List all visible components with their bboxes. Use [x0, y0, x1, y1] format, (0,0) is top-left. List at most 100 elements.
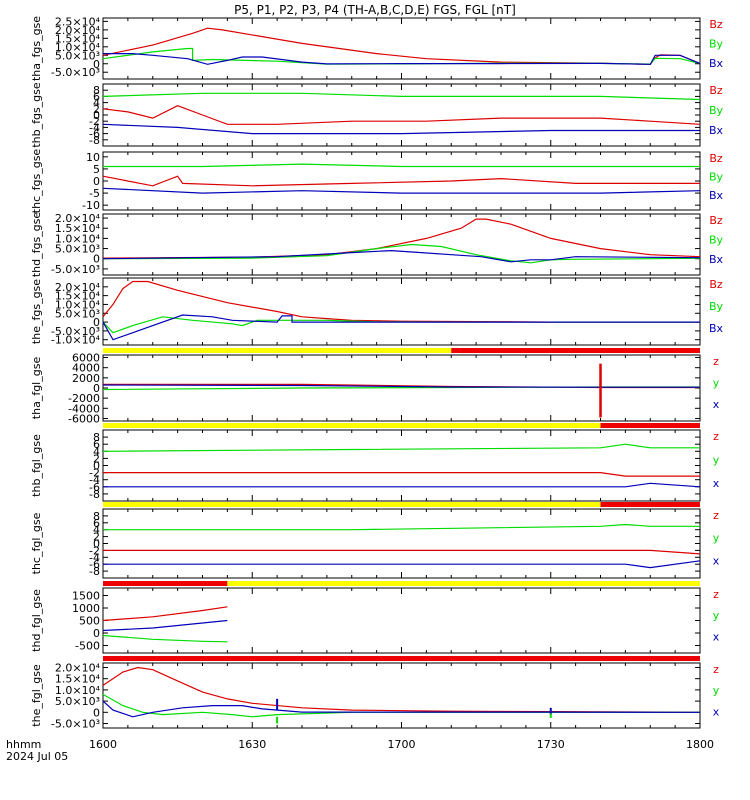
series-z	[102, 666, 701, 713]
panel-the_fgs_gse: -1.0×10⁴-5.0×10³05.0×10³1.0×10⁴1.5×10⁴2.…	[30, 277, 724, 347]
legend-entry: By	[709, 38, 724, 51]
y-tick-label: 8	[93, 431, 100, 444]
series-z	[102, 606, 228, 622]
panel-frame	[102, 277, 701, 346]
series-x	[103, 482, 701, 488]
series-y	[102, 92, 701, 101]
y-tick-label: 0	[93, 316, 100, 329]
y-tick-label: -4	[89, 474, 100, 487]
legend-entry: x	[713, 705, 720, 718]
series-z	[102, 105, 701, 125]
y-tick-label: 0	[93, 627, 100, 640]
legend-entry: y	[713, 453, 720, 466]
series-z	[102, 175, 700, 187]
series-x	[102, 384, 700, 388]
status-bar-segment	[600, 423, 700, 428]
y-tick-label: -6	[89, 558, 100, 571]
y-tick-label: 0	[93, 460, 100, 473]
y-tick-label: 1000	[72, 602, 100, 615]
legend-entry: z	[713, 430, 719, 443]
y-axis-label: thc_fgs_gse	[30, 149, 43, 214]
x-tick-label: 1600	[89, 738, 117, 751]
legend-entry: Bx	[709, 124, 724, 137]
series-y	[102, 693, 700, 718]
legend-entry: By	[709, 234, 724, 247]
y-tick-label: 0	[93, 175, 100, 188]
series-y	[103, 523, 700, 531]
y-tick-label: 500	[79, 615, 100, 628]
panel-frame	[102, 508, 701, 579]
y-tick-label: -4000	[68, 402, 100, 415]
y-tick-label: 2.5×10⁴	[55, 15, 101, 28]
y-axis-label: thc_fgl_gse	[30, 512, 43, 574]
y-tick-label: 8	[93, 84, 100, 97]
y-tick-label: -8	[89, 134, 100, 147]
legend-entry: Bx	[709, 57, 724, 70]
y-tick-label: 6	[93, 90, 100, 103]
series-x	[103, 560, 701, 569]
series-y	[102, 634, 228, 643]
legend-entry: z	[713, 509, 719, 522]
series-x	[103, 53, 701, 65]
legend-entry: y	[713, 377, 720, 390]
y-tick-label: 8	[93, 510, 100, 523]
y-tick-label: 6	[93, 438, 100, 451]
y-tick-label: 1.0×10⁴	[55, 684, 101, 697]
y-tick-label: 4	[93, 524, 100, 537]
series-x	[102, 123, 700, 135]
y-tick-label: 4	[93, 97, 100, 110]
y-tick-label: 5	[93, 163, 100, 176]
y-tick-label: 2.0×10⁴	[55, 661, 101, 674]
y-tick-label: 1.0×10⁴	[55, 41, 101, 54]
series-x	[102, 314, 700, 341]
y-tick-label: 1500	[72, 590, 100, 603]
y-tick-label: 2.0×10⁴	[55, 212, 101, 225]
y-tick-label: -4	[89, 551, 100, 564]
x-tick-label: 1800	[686, 738, 714, 751]
y-tick-label: -5	[89, 187, 100, 200]
y-tick-label: -8	[89, 565, 100, 578]
series-y	[102, 443, 700, 452]
y-tick-label: 1.0×10⁴	[55, 232, 101, 245]
legend-entry: y	[713, 684, 720, 697]
legend-entry: Bx	[709, 253, 724, 266]
series-y	[102, 316, 700, 334]
legend-entry: z	[713, 663, 719, 676]
series-x	[102, 187, 701, 194]
status-bar-segment	[451, 348, 700, 353]
y-tick-label: 0	[93, 382, 100, 395]
y-tick-label: 2	[93, 531, 100, 544]
x-tick-label: 1700	[388, 738, 416, 751]
legend-entry: z	[713, 588, 719, 601]
y-axis-label: thb_fgs_gse	[30, 82, 43, 148]
y-tick-label: -500	[75, 640, 100, 653]
y-tick-label: -6	[89, 128, 100, 141]
status-bar-segment	[103, 656, 700, 661]
y-tick-label: 6000	[72, 352, 100, 365]
status-bar-segment	[600, 502, 700, 507]
panel-frame	[102, 587, 701, 654]
y-tick-label: 4000	[72, 362, 100, 375]
y-tick-label: 2	[93, 452, 100, 465]
panel-frame	[102, 429, 701, 502]
y-tick-label: 2.0×10⁴	[55, 24, 101, 37]
y-tick-label: 1.5×10⁴	[55, 673, 101, 686]
panel-frame	[102, 151, 701, 211]
series-z	[103, 549, 701, 555]
series-z	[103, 472, 700, 477]
y-tick-label: 0	[93, 706, 100, 719]
legend-entry: By	[709, 300, 724, 313]
y-tick-label: 1.0×10⁴	[55, 298, 101, 311]
legend-entry: Bz	[709, 152, 723, 165]
y-tick-label: -2	[89, 115, 100, 128]
time-label: hhmm	[6, 738, 41, 751]
series-x	[102, 700, 701, 718]
y-axis-label: tha_fgl_gse	[30, 357, 43, 420]
status-bar-segment	[103, 502, 601, 507]
y-axis-label: the_fgl_gse	[30, 664, 43, 727]
